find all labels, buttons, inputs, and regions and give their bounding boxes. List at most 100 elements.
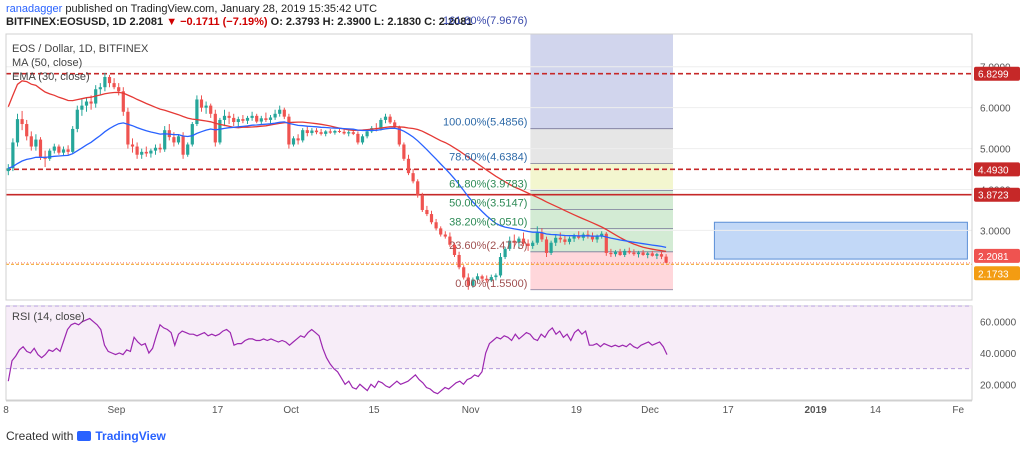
candle-body-133 [618, 251, 622, 255]
candle-body-104 [485, 278, 489, 281]
candle-body-9 [48, 150, 52, 159]
candle-body-110 [512, 240, 516, 243]
price-change: ▼ −0.1711 (−7.19%) [166, 16, 268, 28]
fib-zone-extension [530, 34, 673, 129]
x-tick-label-7: Dec [641, 405, 659, 416]
fib-zone-236-0 [530, 251, 673, 290]
candle-body-72 [337, 130, 342, 132]
candle-body-31 [149, 150, 153, 154]
candle-body-32 [153, 147, 158, 151]
candle-body-13 [66, 149, 70, 152]
candle-body-34 [163, 130, 167, 150]
created-with-text: Created with [6, 429, 74, 443]
candle-body-76 [356, 133, 360, 143]
candle-body-67 [314, 130, 319, 133]
candle-body-90 [420, 195, 424, 210]
candle-body-28 [135, 146, 139, 155]
candle-body-124 [577, 236, 581, 238]
rsi-line [7, 317, 668, 395]
x-tick-label-3: Oct [283, 405, 299, 416]
fib-label-2: 78.60%(4.6384) [449, 151, 527, 163]
candle-body-117 [544, 239, 549, 253]
tradingview-brand[interactable]: TradingView [95, 429, 166, 443]
candle-body-95 [443, 234, 447, 237]
level-tag-1 [974, 162, 1020, 177]
x-tick-label-8: 17 [723, 405, 735, 416]
candle-body-120 [558, 237, 562, 240]
candle-body-66 [310, 130, 314, 134]
candle-body-92 [429, 214, 434, 223]
candle-body-16 [80, 105, 84, 110]
rsi-tick-label-1: 40.0000 [980, 349, 1017, 360]
candle-body-139 [646, 253, 650, 255]
candle-body-54 [255, 115, 259, 122]
candle-body-141 [655, 254, 659, 256]
level-tag-2 [974, 187, 1020, 202]
x-tick-label-0: 8 [3, 405, 9, 416]
price-pane-border [5, 33, 973, 301]
fib-label-3: 61.80%(3.9783) [449, 178, 527, 190]
candle-body-1 [11, 142, 15, 169]
candle-body-39 [186, 144, 190, 155]
candle-body-41 [195, 99, 199, 125]
candle-body-56 [264, 118, 268, 120]
fib-label-5: 38.20%(3.0510) [449, 216, 527, 228]
candle-body-113 [526, 243, 530, 246]
candle-body-70 [328, 131, 332, 133]
candle-body-87 [406, 158, 411, 174]
candle-body-98 [457, 254, 461, 268]
x-tick-label-11: Fe [952, 405, 964, 416]
candle-body-68 [319, 132, 323, 134]
candle-body-6 [34, 139, 38, 147]
published-text: published on TradingView.com, January 28… [65, 3, 378, 15]
candle-body-3 [20, 119, 24, 125]
candle-body-18 [89, 101, 93, 104]
candle-body-55 [259, 118, 263, 122]
candle-body-30 [144, 151, 148, 154]
candle-body-83 [388, 116, 392, 123]
fib-label-6: 23.60%(2.4773) [449, 240, 527, 252]
candle-body-138 [641, 252, 645, 255]
candle-body-63 [296, 138, 300, 141]
candle-body-75 [351, 132, 355, 134]
author-name[interactable]: ranadagger [6, 3, 63, 15]
candle-body-140 [650, 253, 654, 256]
candle-body-77 [360, 136, 365, 143]
candle-body-143 [664, 256, 668, 263]
candle-body-103 [480, 276, 484, 279]
candle-body-109 [508, 240, 512, 249]
fib-label-1: 100.00%(5.4856) [443, 117, 527, 129]
rsi-band [6, 306, 972, 369]
current-price-label: 2.2081 [978, 252, 1009, 263]
candle-body-84 [393, 122, 397, 128]
candle-body-7 [38, 139, 43, 157]
candle-body-129 [600, 233, 604, 237]
candle-body-106 [494, 275, 498, 278]
x-tick-label-4: 15 [368, 405, 380, 416]
candle-body-89 [416, 181, 420, 196]
candle-body-131 [609, 252, 613, 255]
candle-body-36 [172, 137, 176, 143]
candle-body-4 [25, 124, 29, 137]
candle-body-74 [347, 132, 351, 134]
candle-body-25 [121, 91, 125, 112]
candle-body-42 [199, 99, 204, 108]
tradingview-logo-icon[interactable] [77, 431, 92, 441]
candle-body-101 [471, 279, 475, 286]
candle-body-134 [623, 250, 627, 255]
candle-body-5 [29, 136, 33, 147]
candle-body-17 [84, 101, 89, 106]
candle-body-10 [52, 146, 56, 151]
candle-body-100 [466, 277, 470, 286]
candle-body-23 [112, 83, 116, 88]
candle-body-40 [190, 124, 194, 145]
candle-body-122 [567, 238, 572, 242]
x-tick-label-6: 19 [571, 405, 583, 416]
candle-body-38 [181, 136, 185, 155]
candle-body-58 [273, 113, 277, 118]
candle-body-11 [57, 146, 61, 153]
candle-body-14 [71, 128, 75, 152]
candle-body-2 [15, 119, 20, 143]
level-tag-label-3: 2.1733 [978, 269, 1009, 280]
